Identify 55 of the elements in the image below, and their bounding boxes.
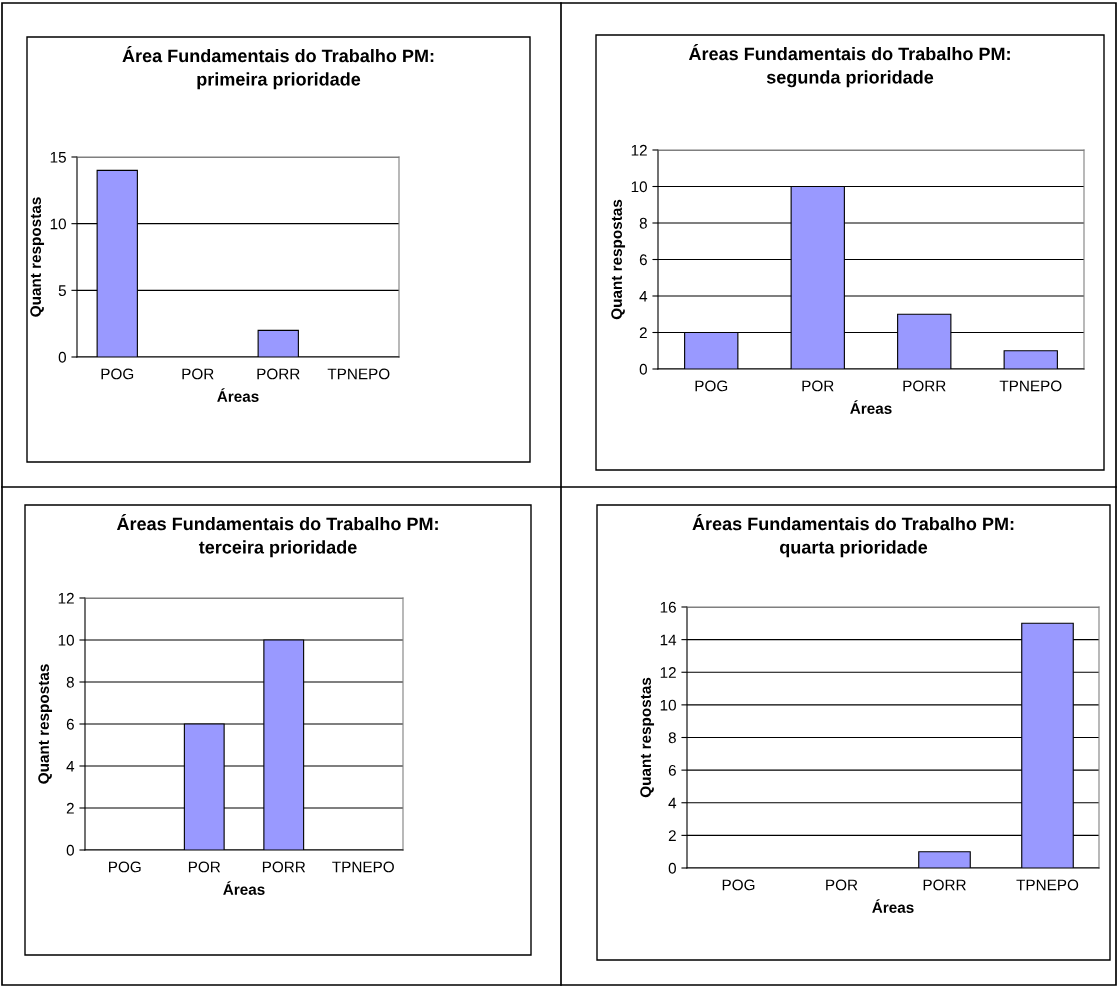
y-tick-label: 0 <box>58 351 66 363</box>
x-tick-label: POR <box>188 861 221 873</box>
y-tick-label: 0 <box>66 844 74 856</box>
y-tick-label: 14 <box>660 634 677 646</box>
y-axis-title: Quant respostas <box>611 199 626 320</box>
x-axis-title: Áreas <box>223 881 265 895</box>
y-tick-label: 15 <box>50 152 66 163</box>
y-tick-label: 10 <box>50 218 66 230</box>
x-tick-label: PORR <box>903 380 946 392</box>
y-tick-label: 2 <box>639 327 647 339</box>
y-tick-label: 8 <box>639 217 647 229</box>
x-tick-label: TPNEPO <box>999 380 1062 392</box>
y-tick-label: 8 <box>668 732 676 744</box>
chart-title: Áreas Fundamentais do Trabalho PM: segunda prioridade <box>688 44 1010 88</box>
y-tick-label: 10 <box>631 181 647 193</box>
x-tick-label: TPNEPO <box>332 861 394 873</box>
y-tick-label: 0 <box>639 363 647 375</box>
y-tick-label: 16 <box>660 601 676 613</box>
chart-title: Área Fundamentais do Trabalho PM: primeira prioridade <box>122 46 434 90</box>
y-tick-label: 4 <box>639 291 648 302</box>
y-tick-label: 10 <box>660 699 676 711</box>
x-tick-label: POR <box>826 879 858 891</box>
x-tick-label: PORR <box>262 861 306 873</box>
y-axis-title: Quant respostas <box>640 677 655 798</box>
y-tick-label: 12 <box>631 144 647 156</box>
y-tick-label: 4 <box>66 761 75 772</box>
x-axis-title: Áreas <box>872 899 914 913</box>
y-tick-label: 5 <box>58 285 66 297</box>
x-tick-label: TPNEPO <box>327 368 390 380</box>
y-axis-title: Quant respostas <box>38 664 53 784</box>
x-tick-label: POG <box>695 380 728 392</box>
y-tick-label: 8 <box>66 676 74 688</box>
x-tick-label: POR <box>802 380 834 392</box>
y-tick-label: 2 <box>668 830 676 841</box>
x-tick-label: POG <box>722 879 755 891</box>
y-tick-label: 2 <box>66 802 74 814</box>
x-tick-label: POG <box>109 861 141 873</box>
y-tick-label: 6 <box>639 254 647 266</box>
y-tick-label: 12 <box>660 667 676 678</box>
y-tick-label: 6 <box>66 718 74 730</box>
x-tick-label: POG <box>101 368 134 380</box>
x-tick-label: PORR <box>923 879 966 891</box>
x-axis-title: Áreas <box>217 388 259 402</box>
y-tick-label: 10 <box>58 634 74 646</box>
y-tick-label: 4 <box>668 797 677 809</box>
y-tick-label: 0 <box>668 862 676 874</box>
x-tick-label: POR <box>182 368 214 380</box>
chart-title: Áreas Fundamentais do Trabalho PM: terceira prioridade <box>116 514 438 558</box>
x-axis-title: Áreas <box>850 400 892 414</box>
x-tick-label: PORR <box>257 368 300 380</box>
x-tick-label: TPNEPO <box>1016 879 1079 891</box>
y-axis-title: Quant respostas <box>30 197 45 317</box>
y-tick-label: 12 <box>58 592 74 604</box>
chart-title: Áreas Fundamentais do Trabalho PM: quarta prioridade <box>692 514 1014 558</box>
y-tick-label: 6 <box>668 764 676 776</box>
